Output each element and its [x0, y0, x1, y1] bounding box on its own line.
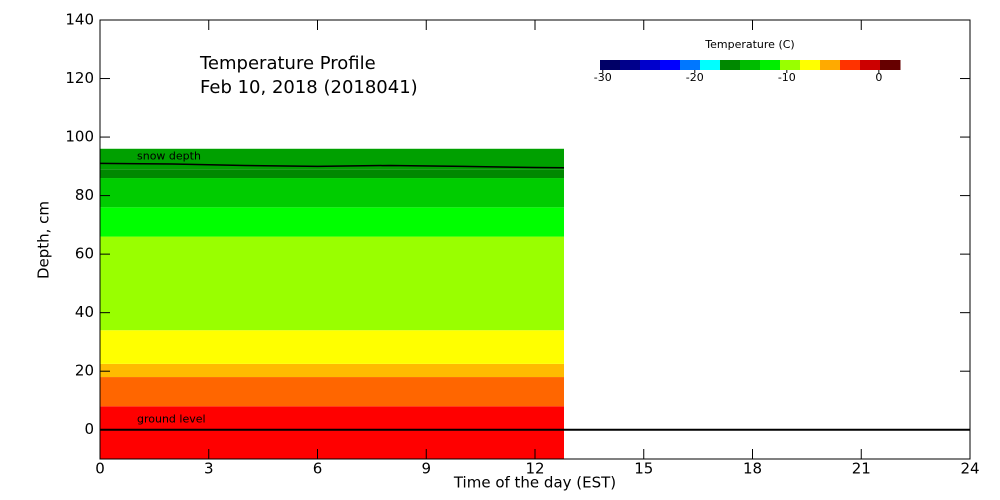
- colorbar-tick-label: -10: [778, 71, 796, 84]
- colorbar-cell: [720, 60, 741, 70]
- colorbar-cell: [760, 60, 781, 70]
- y-tick-label: 100: [65, 128, 94, 146]
- y-tick-label: 20: [75, 362, 94, 380]
- colorbar-title: Temperature (C): [704, 38, 794, 51]
- colorbar-cell: [640, 60, 661, 70]
- colorbar-cell: [860, 60, 881, 70]
- y-tick-label: 40: [75, 303, 94, 321]
- colorbar-cell: [840, 60, 861, 70]
- depth-band: [100, 377, 564, 407]
- ground-level-label: ground level: [137, 413, 206, 426]
- snow-depth-label: snow depth: [137, 149, 201, 162]
- colorbar-cell: [780, 60, 801, 70]
- x-tick-label: 6: [313, 460, 323, 478]
- colorbar-cell: [880, 60, 901, 70]
- depth-band: [100, 330, 564, 364]
- x-tick-label: 0: [95, 460, 105, 478]
- colorbar-cell: [680, 60, 701, 70]
- x-tick-label: 18: [743, 460, 762, 478]
- depth-band: [100, 178, 564, 208]
- colorbar-cell: [660, 60, 681, 70]
- y-tick-label: 120: [65, 69, 94, 87]
- colorbar-tick-label: -20: [686, 71, 704, 84]
- x-tick-label: 21: [852, 460, 871, 478]
- y-axis-label: Depth, cm: [35, 201, 53, 279]
- colorbar-cell: [740, 60, 761, 70]
- colorbar-cell: [820, 60, 841, 70]
- y-tick-label: 60: [75, 245, 94, 263]
- colorbar-tick-label: -30: [594, 71, 612, 84]
- chart-subtitle: Feb 10, 2018 (2018041): [200, 77, 418, 98]
- colorbar-cell: [600, 60, 621, 70]
- colorbar-cell: [800, 60, 821, 70]
- x-tick-label: 24: [960, 460, 979, 478]
- depth-band: [100, 236, 564, 331]
- depth-band: [100, 169, 564, 179]
- depth-band: [100, 207, 564, 237]
- depth-band: [100, 363, 564, 378]
- x-tick-label: 3: [204, 460, 214, 478]
- y-tick-label: 80: [75, 186, 94, 204]
- chart-title: Temperature Profile: [199, 53, 376, 74]
- x-axis-label: Time of the day (EST): [453, 474, 616, 492]
- colorbar-cell: [620, 60, 641, 70]
- snow-depth-line: [99, 162, 565, 169]
- x-tick-label: 15: [634, 460, 653, 478]
- y-tick-label: 140: [65, 11, 94, 29]
- colorbar-cell: [700, 60, 721, 70]
- colorbar-tick-label: 0: [875, 71, 882, 84]
- y-tick-label: 0: [84, 420, 94, 438]
- depth-band: [100, 406, 564, 459]
- x-tick-label: 9: [421, 460, 431, 478]
- x-tick-label: 12: [525, 460, 544, 478]
